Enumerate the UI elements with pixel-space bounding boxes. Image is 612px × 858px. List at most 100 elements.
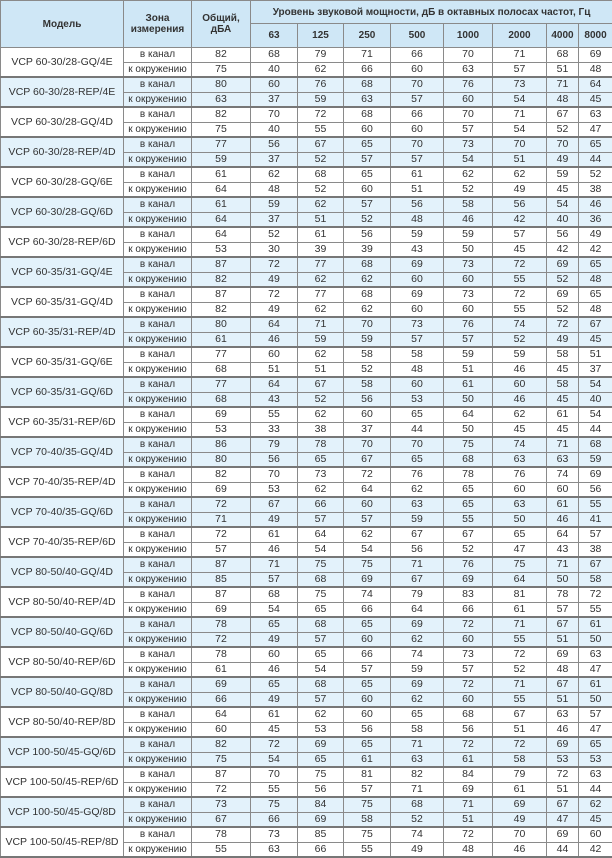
band-value-cell: 60 — [444, 632, 493, 647]
model-name: VCP 80-50/40-REP/6D — [1, 647, 124, 677]
band-value-cell: 68 — [298, 572, 344, 587]
band-value-cell: 59 — [444, 227, 493, 242]
header-band-title: Уровень звуковой мощности, дБ в октавных… — [251, 1, 612, 24]
total-dba-cell: 64 — [192, 212, 251, 227]
band-value-cell: 70 — [251, 467, 298, 482]
band-value-cell: 61 — [493, 782, 547, 797]
band-value-cell: 38 — [579, 182, 612, 197]
band-value-cell: 69 — [391, 257, 444, 272]
band-value-cell: 69 — [298, 737, 344, 752]
band-value-cell: 47 — [579, 662, 612, 677]
band-value-cell: 69 — [391, 617, 444, 632]
total-dba-cell: 69 — [192, 482, 251, 497]
band-value-cell: 60 — [344, 692, 391, 707]
band-value-cell: 70 — [344, 437, 391, 452]
header-model: Модель — [1, 1, 124, 48]
band-value-cell: 72 — [298, 107, 344, 122]
band-value-cell: 52 — [391, 812, 444, 827]
model-name: VCP 70-40/35-GQ/4D — [1, 437, 124, 467]
zone-label: в канал — [124, 647, 192, 662]
zone-label: к окружению — [124, 152, 192, 167]
band-value-cell: 62 — [391, 692, 444, 707]
band-value-cell: 43 — [391, 242, 444, 257]
total-dba-cell: 77 — [192, 347, 251, 362]
band-value-cell: 71 — [251, 557, 298, 572]
band-value-cell: 69 — [298, 812, 344, 827]
zone-label: к окружению — [124, 452, 192, 467]
band-value-cell: 57 — [391, 92, 444, 107]
model-name: VCP 100-50/45-REP/6D — [1, 767, 124, 797]
band-value-cell: 74 — [391, 827, 444, 842]
band-value-cell: 68 — [444, 452, 493, 467]
band-value-cell: 63 — [251, 842, 298, 857]
band-value-cell: 73 — [444, 287, 493, 302]
zone-label: в канал — [124, 797, 192, 812]
band-value-cell: 49 — [547, 332, 579, 347]
band-value-cell: 57 — [547, 602, 579, 617]
band-value-cell: 52 — [547, 122, 579, 137]
zone-label: в канал — [124, 257, 192, 272]
band-value-cell: 65 — [344, 137, 391, 152]
total-dba-cell: 78 — [192, 647, 251, 662]
band-value-cell: 60 — [251, 77, 298, 92]
band-value-cell: 73 — [444, 257, 493, 272]
band-value-cell: 52 — [344, 212, 391, 227]
band-value-cell: 37 — [579, 362, 612, 377]
band-value-cell: 49 — [579, 227, 612, 242]
band-value-cell: 49 — [493, 812, 547, 827]
model-name: VCP 60-35/31-GQ/4E — [1, 257, 124, 287]
band-value-cell: 45 — [547, 392, 579, 407]
band-value-cell: 70 — [391, 437, 444, 452]
band-value-cell: 75 — [344, 827, 391, 842]
band-value-cell: 74 — [344, 587, 391, 602]
band-value-cell: 36 — [579, 212, 612, 227]
band-value-cell: 70 — [251, 107, 298, 122]
band-value-cell: 66 — [298, 497, 344, 512]
band-value-cell: 62 — [391, 632, 444, 647]
band-value-cell: 57 — [344, 782, 391, 797]
band-value-cell: 57 — [298, 632, 344, 647]
band-value-cell: 68 — [579, 437, 612, 452]
model-name: VCP 70-40/35-REP/4D — [1, 467, 124, 497]
zone-label: в канал — [124, 287, 192, 302]
header-band-500: 500 — [391, 24, 444, 48]
band-value-cell: 62 — [298, 272, 344, 287]
band-value-cell: 50 — [444, 392, 493, 407]
band-value-cell: 63 — [579, 647, 612, 662]
total-dba-cell: 67 — [192, 812, 251, 827]
band-value-cell: 65 — [298, 452, 344, 467]
band-value-cell: 60 — [444, 272, 493, 287]
total-dba-cell: 75 — [192, 62, 251, 77]
total-dba-cell: 80 — [192, 317, 251, 332]
band-value-cell: 70 — [493, 137, 547, 152]
total-dba-cell: 61 — [192, 332, 251, 347]
band-value-cell: 65 — [391, 707, 444, 722]
zone-label: в канал — [124, 617, 192, 632]
band-value-cell: 37 — [251, 212, 298, 227]
band-value-cell: 49 — [493, 182, 547, 197]
band-value-cell: 61 — [298, 227, 344, 242]
band-value-cell: 60 — [391, 62, 444, 77]
zone-label: к окружению — [124, 842, 192, 857]
header-band-125: 125 — [298, 24, 344, 48]
band-value-cell: 54 — [493, 122, 547, 137]
band-value-cell: 50 — [444, 242, 493, 257]
band-value-cell: 84 — [444, 767, 493, 782]
total-dba-cell: 82 — [192, 48, 251, 63]
total-dba-cell: 72 — [192, 527, 251, 542]
band-value-cell: 75 — [298, 557, 344, 572]
band-value-cell: 60 — [344, 707, 391, 722]
header-band-4000: 4000 — [547, 24, 579, 48]
band-value-cell: 70 — [493, 827, 547, 842]
band-value-cell: 49 — [251, 512, 298, 527]
band-value-cell: 83 — [444, 587, 493, 602]
band-value-cell: 42 — [493, 212, 547, 227]
band-value-cell: 65 — [579, 737, 612, 752]
band-value-cell: 71 — [547, 557, 579, 572]
band-value-cell: 67 — [547, 617, 579, 632]
total-dba-cell: 68 — [192, 362, 251, 377]
